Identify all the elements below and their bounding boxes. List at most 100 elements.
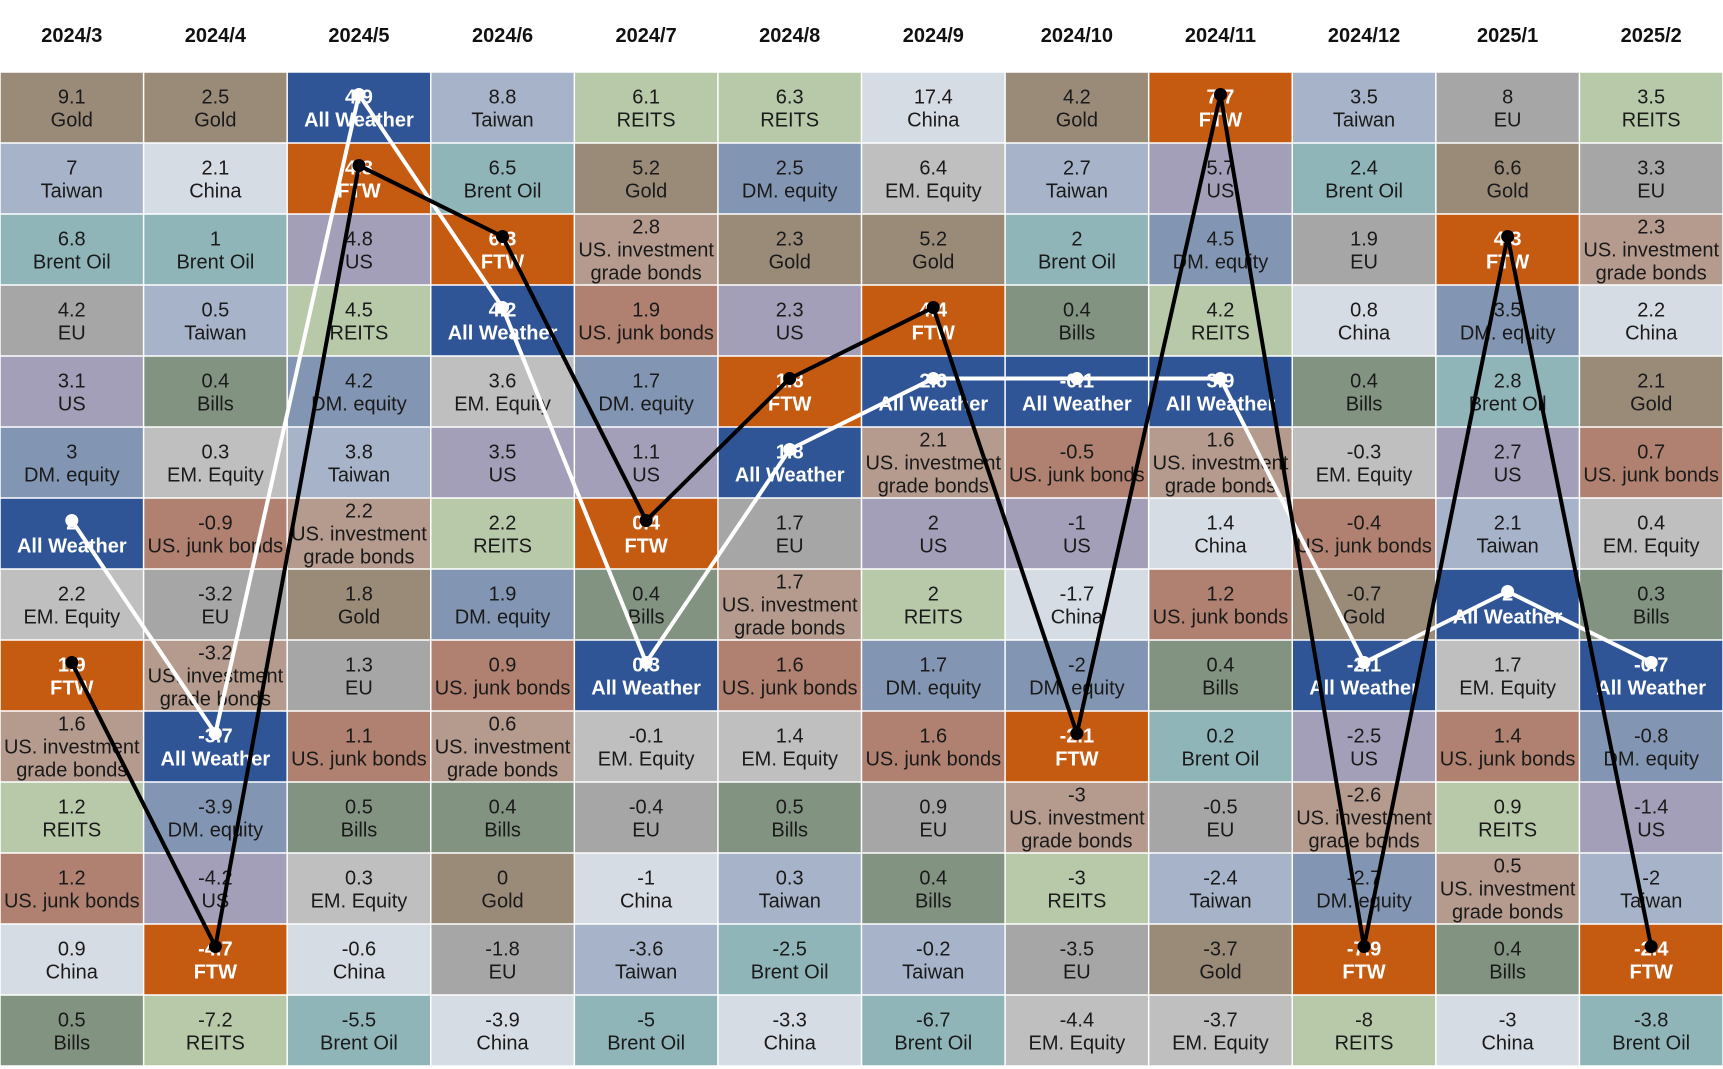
ranking-cell: 1.1US. junk bonds bbox=[287, 711, 430, 782]
return-value: 2.4 bbox=[1350, 158, 1378, 180]
cell-background bbox=[1005, 711, 1148, 782]
asset-label: Bills bbox=[1059, 323, 1096, 345]
all-weather-line bbox=[70, 92, 1653, 736]
asset-label: All Weather bbox=[1309, 678, 1419, 700]
return-value: 1.1 bbox=[345, 726, 373, 748]
ranking-cell: 4.8FTW bbox=[287, 143, 430, 214]
ranking-cell: 3.5US bbox=[431, 427, 574, 498]
cell-background bbox=[287, 427, 430, 498]
asset-label: EU bbox=[1494, 110, 1522, 132]
cell-background bbox=[431, 356, 574, 427]
ranking-cell: -1.4US bbox=[1580, 782, 1723, 853]
return-value: 4.5 bbox=[1207, 229, 1235, 251]
cell-background bbox=[1149, 214, 1292, 285]
cell-background bbox=[0, 498, 143, 569]
asset-label: Taiwan bbox=[1620, 891, 1682, 913]
return-value: -4.4 bbox=[1060, 1010, 1094, 1032]
cell-background bbox=[575, 143, 718, 214]
cell-background bbox=[431, 711, 574, 782]
month-header: 2025/1 bbox=[1477, 25, 1538, 47]
ranking-cell: 1.8FTW bbox=[718, 356, 861, 427]
return-value: 0.5 bbox=[776, 797, 804, 819]
return-value: 0.6 bbox=[489, 714, 517, 736]
return-value: 0 bbox=[497, 868, 508, 890]
asset-label: Brent Oil bbox=[464, 181, 542, 203]
ranking-cell: -2.7DM. equity bbox=[1293, 853, 1436, 924]
ranking-cell: -0.5EU bbox=[1149, 782, 1292, 853]
cell-background bbox=[718, 427, 861, 498]
cell-background bbox=[1149, 995, 1292, 1066]
series-lines bbox=[65, 88, 1658, 953]
return-value: -0.2 bbox=[916, 939, 950, 961]
cell-background bbox=[287, 569, 430, 640]
asset-label: All Weather bbox=[1596, 678, 1706, 700]
all-weather-line-series bbox=[65, 88, 1658, 740]
asset-label: Brent Oil bbox=[607, 1033, 685, 1055]
cell-background bbox=[0, 143, 143, 214]
cell-background bbox=[1293, 356, 1436, 427]
cell-background bbox=[1293, 285, 1436, 356]
asset-label: Brent Oil bbox=[1038, 252, 1116, 274]
cell-background bbox=[287, 72, 430, 143]
cell-background bbox=[575, 498, 718, 569]
return-value: 2.1 bbox=[1494, 513, 1522, 535]
cell-background bbox=[718, 711, 861, 782]
return-value: -2.5 bbox=[772, 939, 806, 961]
return-value: 0.9 bbox=[919, 797, 947, 819]
asset-label: EM. Equity bbox=[167, 465, 264, 487]
return-value: 0.3 bbox=[201, 442, 229, 464]
cell-background bbox=[1436, 143, 1579, 214]
cell-background bbox=[144, 356, 287, 427]
asset-label: US. junk bonds bbox=[722, 678, 858, 700]
asset-label: FTW bbox=[768, 394, 811, 416]
asset-label: EU bbox=[345, 678, 373, 700]
return-value: 9.1 bbox=[58, 87, 86, 109]
cell-background bbox=[575, 853, 718, 924]
asset-label: US bbox=[1637, 820, 1665, 842]
cell-background bbox=[862, 72, 1005, 143]
cell-background bbox=[862, 995, 1005, 1066]
asset-label: FTW bbox=[624, 536, 667, 558]
return-value: -3.7 bbox=[1203, 939, 1237, 961]
cell-background bbox=[1436, 640, 1579, 711]
ranking-cell: 0.9US. junk bonds bbox=[431, 640, 574, 711]
asset-label: EU bbox=[1063, 962, 1091, 984]
cell-background bbox=[1005, 569, 1148, 640]
asset-label: grade bonds bbox=[160, 689, 271, 711]
ranking-cell: -0.1All Weather bbox=[1005, 356, 1148, 427]
return-value: 2.1 bbox=[1637, 371, 1665, 393]
asset-label: China bbox=[476, 1033, 529, 1055]
return-value: 1.7 bbox=[1494, 655, 1522, 677]
asset-label: grade bonds bbox=[1452, 902, 1563, 924]
cell-background bbox=[1436, 72, 1579, 143]
asset-label: All Weather bbox=[735, 465, 845, 487]
return-value: -2 bbox=[1068, 655, 1086, 677]
month-header: 2024/8 bbox=[759, 25, 820, 47]
return-value: 1.4 bbox=[776, 726, 804, 748]
asset-label: grade bonds bbox=[1021, 831, 1132, 853]
ftw-point bbox=[639, 514, 653, 527]
asset-label: China bbox=[1625, 323, 1678, 345]
asset-label: US. junk bonds bbox=[1583, 465, 1719, 487]
cell-background bbox=[1436, 214, 1579, 285]
cell-background bbox=[431, 995, 574, 1066]
asset-label: US. investment bbox=[1296, 808, 1432, 830]
return-value: 0.7 bbox=[1637, 442, 1665, 464]
return-value: 2.7 bbox=[1494, 442, 1522, 464]
asset-label: FTW bbox=[1342, 962, 1385, 984]
asset-label: Taiwan bbox=[1046, 181, 1108, 203]
cell-background bbox=[1436, 569, 1579, 640]
